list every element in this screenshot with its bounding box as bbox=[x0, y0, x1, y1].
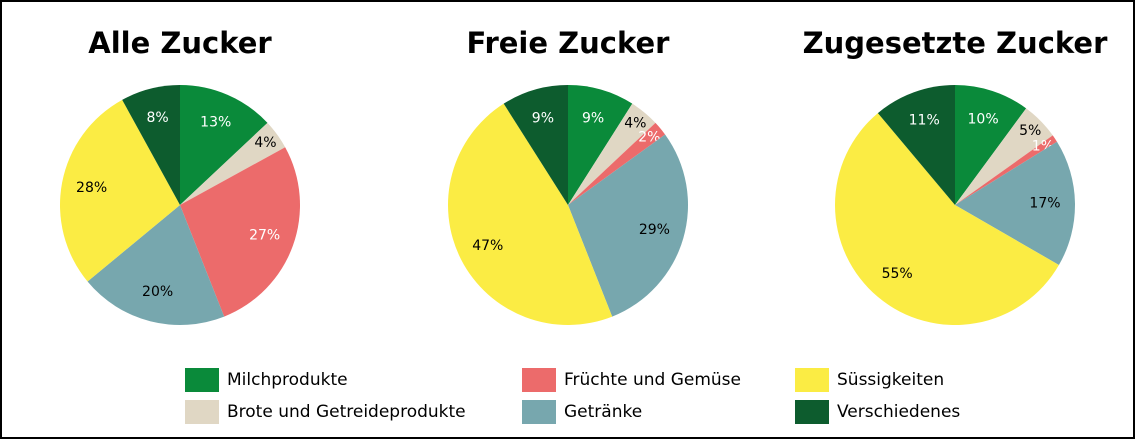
pie-slice bbox=[955, 141, 1075, 265]
data-label: 55% bbox=[882, 266, 913, 282]
legend-label: Verschiedenes bbox=[837, 402, 960, 422]
pie-slice bbox=[503, 85, 568, 205]
legend-label: Früchte und Gemüse bbox=[564, 370, 741, 390]
pie-slice bbox=[955, 108, 1053, 205]
pie-slice bbox=[568, 134, 688, 317]
data-label: 9% bbox=[582, 111, 604, 127]
legend-label: Brote und Getreideprodukte bbox=[227, 402, 466, 422]
pie-slice bbox=[835, 113, 1059, 325]
pie-slice bbox=[955, 85, 1027, 205]
pie-slice bbox=[60, 99, 181, 282]
data-label: 29% bbox=[639, 222, 670, 238]
chart-title: Freie Zucker bbox=[467, 26, 671, 60]
legend-swatch bbox=[795, 400, 829, 424]
data-label: 4% bbox=[624, 116, 646, 132]
legend-swatch bbox=[795, 368, 829, 392]
data-label: 2% bbox=[638, 130, 660, 146]
legend-swatch bbox=[185, 368, 219, 392]
pie-slice bbox=[180, 122, 286, 205]
data-label: 4% bbox=[254, 135, 276, 151]
pie-slice bbox=[448, 103, 613, 325]
data-label: 20% bbox=[142, 284, 173, 300]
pie-slice bbox=[180, 147, 300, 317]
pie-slice bbox=[568, 103, 656, 205]
legend-label: Milchprodukte bbox=[227, 370, 348, 390]
data-label: 47% bbox=[472, 238, 503, 254]
legend-swatch bbox=[185, 400, 219, 424]
data-label: 28% bbox=[76, 180, 107, 196]
data-label: 9% bbox=[532, 111, 554, 127]
pie-slice bbox=[568, 122, 666, 205]
data-label: 10% bbox=[968, 111, 999, 127]
legend-label: Getränke bbox=[564, 402, 642, 422]
pie-slice bbox=[180, 85, 268, 205]
data-label: 13% bbox=[200, 114, 231, 130]
data-label: 17% bbox=[1029, 196, 1060, 212]
pie-slice bbox=[87, 205, 225, 325]
data-label: 8% bbox=[147, 110, 169, 126]
pie-slice bbox=[877, 85, 955, 205]
data-label: 27% bbox=[249, 227, 280, 243]
data-label: 11% bbox=[909, 112, 940, 128]
legend-swatch bbox=[522, 400, 556, 424]
chart-title: Alle Zucker bbox=[88, 26, 272, 60]
data-label: 5% bbox=[1019, 123, 1041, 139]
pie-slice bbox=[568, 85, 633, 205]
chart-title: Zugesetzte Zucker bbox=[803, 26, 1108, 60]
pie-slice bbox=[955, 135, 1057, 205]
legend-label: Süssigkeiten bbox=[837, 370, 944, 390]
legend-swatch bbox=[522, 368, 556, 392]
pie-slice bbox=[122, 85, 180, 205]
